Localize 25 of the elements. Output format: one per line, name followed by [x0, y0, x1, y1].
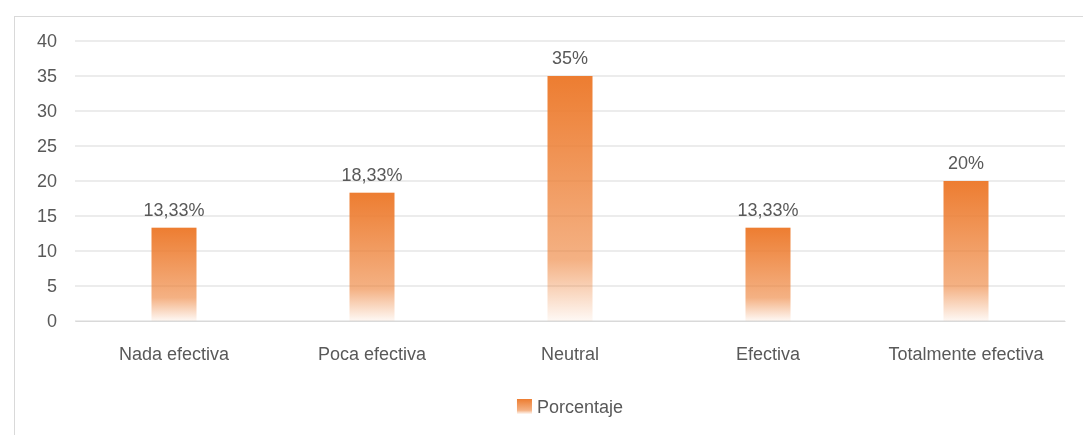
x-tick-label: Nada efectiva [118, 343, 231, 364]
y-tick-label: 30 [36, 101, 57, 122]
bar [151, 227, 197, 321]
x-tick-label: Poca efectiva [317, 343, 428, 364]
legend-label: Porcentaje [536, 397, 624, 417]
data-label: 13,33% [737, 199, 799, 220]
y-tick-label: 10 [36, 241, 57, 262]
y-tick-label: 0 [46, 311, 57, 332]
data-label: 20% [947, 153, 985, 173]
y-tick-label: 35 [36, 66, 57, 87]
bar [943, 181, 989, 321]
bar [349, 192, 395, 321]
x-tick-label: Neutral [540, 343, 600, 364]
x-tick-label: Efectiva [735, 343, 801, 364]
data-label: 13,33% [143, 199, 205, 220]
bar [745, 227, 791, 321]
y-tick-label: 15 [36, 206, 57, 227]
bar [547, 76, 593, 321]
x-tick-label: Totalmente efectiva [888, 343, 1045, 364]
data-label: 18,33% [341, 164, 403, 185]
y-tick-label: 25 [36, 136, 57, 157]
y-tick-label: 20 [36, 171, 57, 192]
y-tick-label: 40 [36, 31, 57, 52]
data-label: 35% [551, 48, 589, 68]
y-tick-label: 5 [46, 276, 57, 297]
